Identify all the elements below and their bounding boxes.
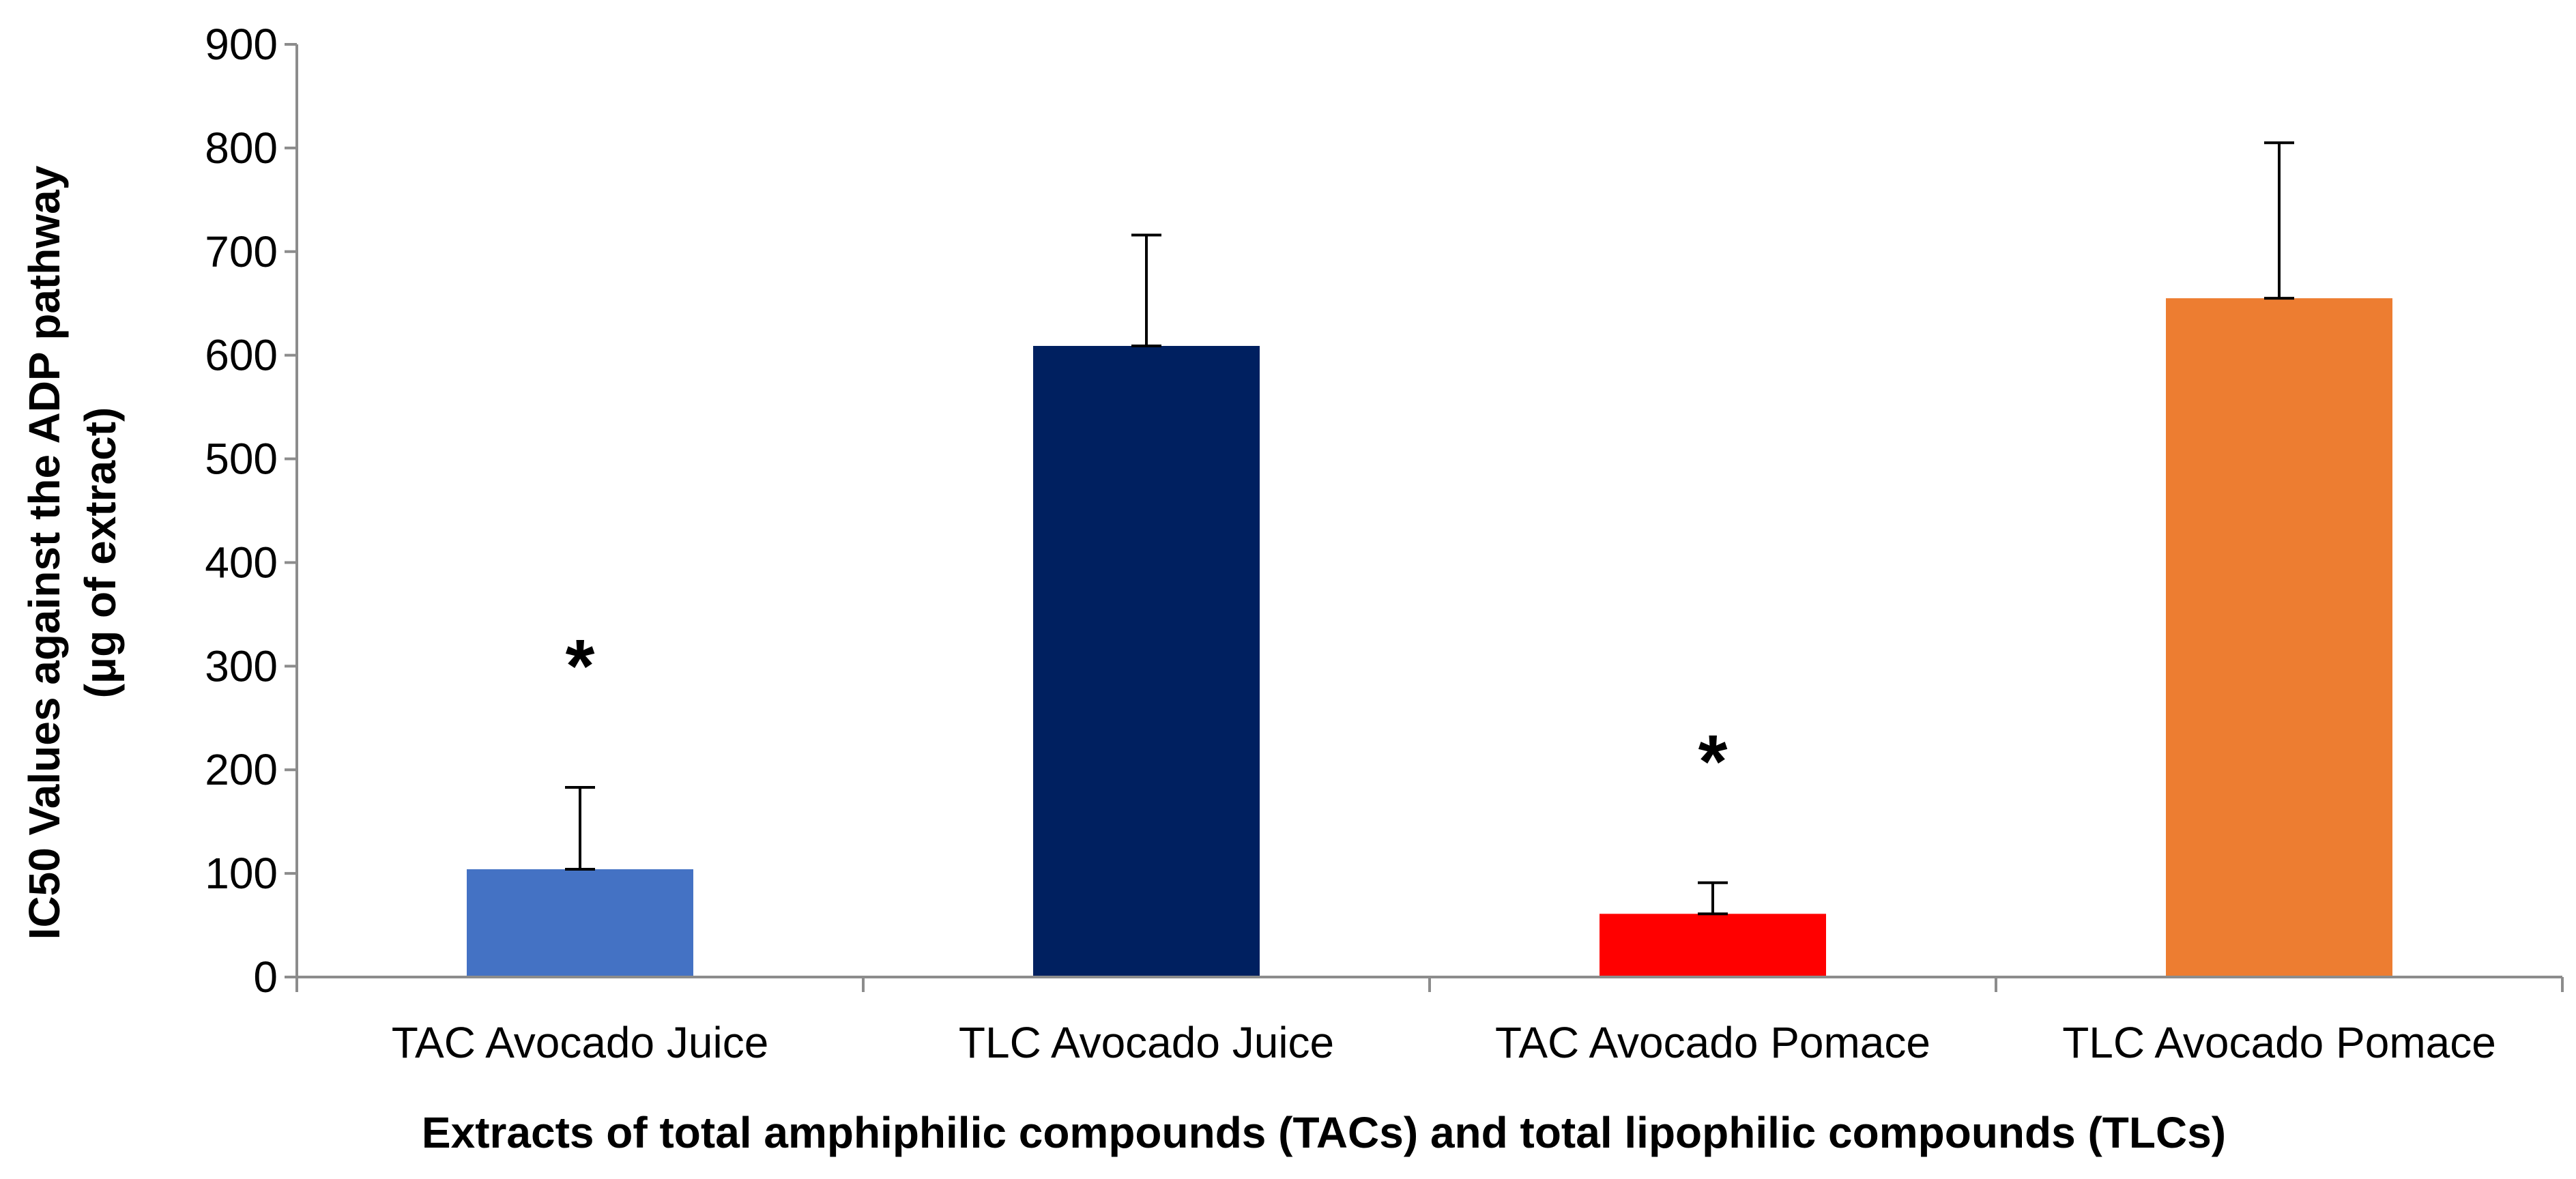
- y-tick-label: 600: [205, 331, 278, 380]
- bar-tlc-avocado-juice: [1033, 345, 1260, 977]
- x-category-label: TAC Avocado Pomace: [1495, 1018, 1930, 1067]
- bar-tlc-avocado-pomace: [2166, 298, 2392, 977]
- bars-group: [467, 298, 2392, 977]
- y-tick-label: 900: [205, 20, 278, 69]
- y-axis-title-line-2: (μg of extract): [76, 407, 125, 699]
- significance-marks: **: [566, 624, 1728, 804]
- x-category-label: TAC Avocado Juice: [392, 1018, 769, 1067]
- y-tick-label: 400: [205, 538, 278, 587]
- y-axis-title-line-1: IC50 Values against the ADP pathway: [20, 165, 69, 940]
- y-tick-label: 200: [205, 745, 278, 794]
- y-axis-title: IC50 Values against the ADP pathway (μg …: [20, 165, 125, 940]
- bar-tac-avocado-pomace: [1600, 914, 1826, 977]
- y-axis-ticks: 0 100 200 300 400 500 600 700 800 900: [205, 20, 297, 1002]
- y-tick-label: 100: [205, 849, 278, 898]
- error-bars-group: [565, 141, 2294, 916]
- y-tick-label: 300: [205, 641, 278, 690]
- significance-asterisk: *: [566, 624, 595, 708]
- y-tick-label: 0: [253, 952, 278, 1002]
- x-category-label: TLC Avocado Pomace: [2062, 1018, 2496, 1067]
- significance-asterisk: *: [1698, 720, 1728, 804]
- y-tick-label: 700: [205, 227, 278, 276]
- y-tick-label: 800: [205, 123, 278, 173]
- axes: [295, 44, 2564, 992]
- x-axis-category-labels: TAC Avocado Juice TLC Avocado Juice TAC Av…: [392, 1018, 2496, 1067]
- x-category-label: TLC Avocado Juice: [959, 1018, 1334, 1067]
- bar-tac-avocado-juice: [467, 869, 693, 977]
- x-axis-title: Extracts of total amphiphilic compounds …: [422, 1108, 2226, 1157]
- y-tick-label: 500: [205, 435, 278, 484]
